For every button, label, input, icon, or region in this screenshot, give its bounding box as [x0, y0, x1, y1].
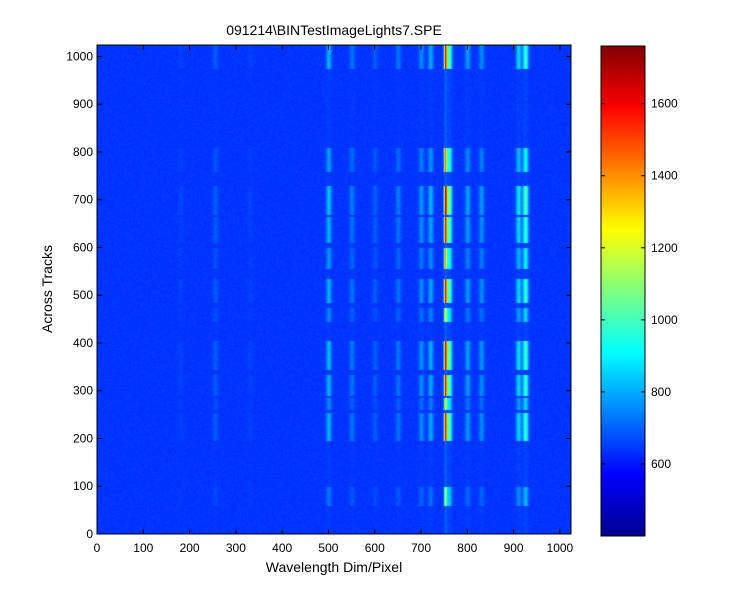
y-tick-label: 1000 — [66, 49, 93, 63]
x-tick-label: 600 — [365, 541, 385, 555]
x-tick-label: 100 — [133, 541, 153, 555]
y-tick-label: 800 — [73, 145, 93, 159]
colorbar-frame — [600, 45, 646, 537]
colorbar-gradient — [601, 46, 645, 536]
y-axis-ticks: 0 100 200 300 400 500 600 700 800 900 1000 — [66, 49, 571, 541]
y-tick-label: 300 — [73, 384, 93, 398]
colorbar-tick-label: 1000 — [651, 313, 678, 327]
x-tick-label: 200 — [180, 541, 200, 555]
colorbar: 600 800 1000 1200 1400 1600 — [600, 45, 678, 537]
colorbar-tick-label: 1600 — [651, 97, 678, 111]
x-axis-title: Wavelength Dim/Pixel — [266, 559, 402, 575]
x-tick-label: 800 — [457, 541, 477, 555]
x-tick-label: 900 — [504, 541, 524, 555]
y-tick-label: 100 — [73, 479, 93, 493]
colorbar-ticks: 600 800 1000 1200 1400 1600 — [601, 97, 678, 471]
plot-frame — [96, 44, 572, 535]
x-tick-label: 300 — [226, 541, 246, 555]
x-tick-label: 1000 — [547, 541, 574, 555]
colorbar-tick-label: 1200 — [651, 241, 678, 255]
y-tick-label: 900 — [73, 97, 93, 111]
y-tick-label: 400 — [73, 336, 93, 350]
heatmap-area — [96, 44, 572, 535]
y-tick-label: 0 — [86, 527, 93, 541]
x-axis-ticks: 0 100 200 300 400 500 600 700 800 900 1000 — [94, 45, 574, 555]
y-tick-label: 600 — [73, 240, 93, 254]
y-tick-label: 200 — [73, 431, 93, 445]
y-tick-label: 700 — [73, 193, 93, 207]
chart-title: 091214\BINTestImageLights7.SPE — [226, 22, 442, 38]
y-axis-title: Across Tracks — [39, 245, 55, 333]
colorbar-tick-label: 600 — [651, 457, 671, 471]
x-tick-label: 500 — [318, 541, 338, 555]
heatmap-image — [97, 45, 571, 534]
x-tick-label: 700 — [411, 541, 431, 555]
x-tick-label: 0 — [94, 541, 101, 555]
x-tick-label: 400 — [272, 541, 292, 555]
colorbar-tick-label: 1400 — [651, 169, 678, 183]
y-tick-label: 500 — [73, 288, 93, 302]
colorbar-tick-label: 800 — [651, 385, 671, 399]
